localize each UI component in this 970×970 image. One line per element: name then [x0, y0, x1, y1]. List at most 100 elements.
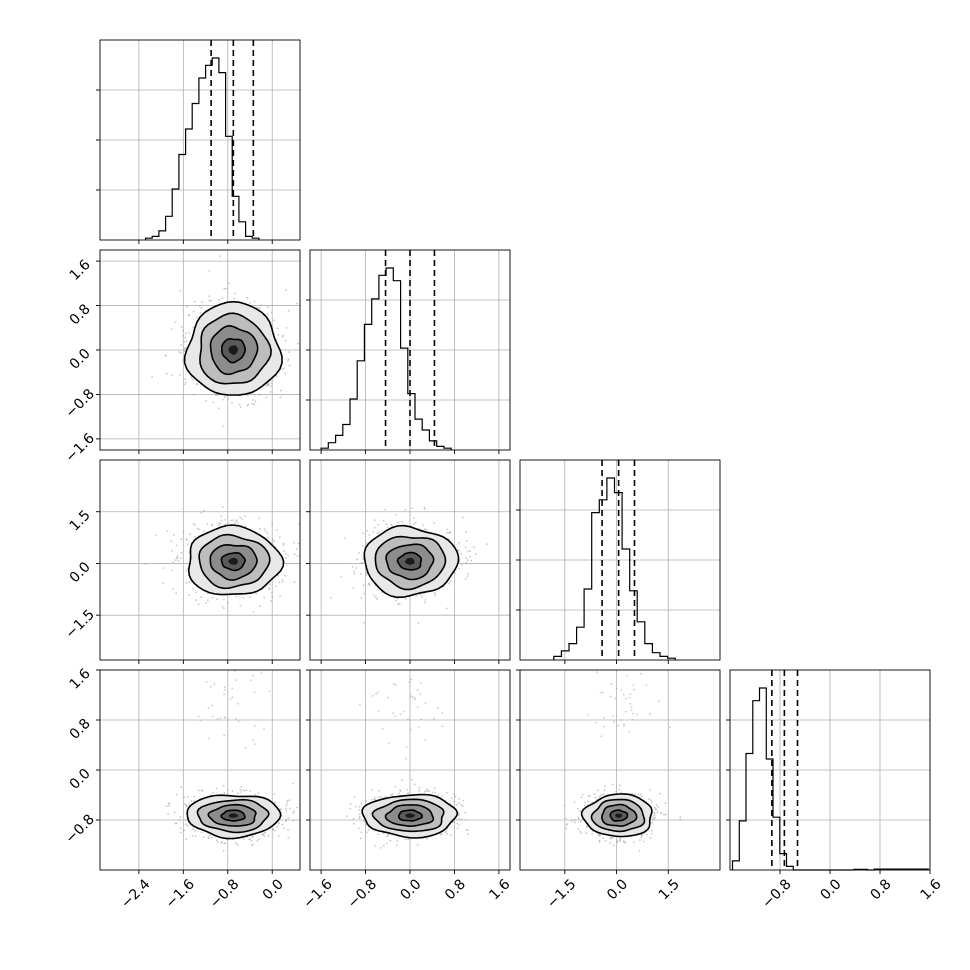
sample-point: [362, 584, 365, 587]
outlier-point: [409, 696, 412, 699]
sample-point: [272, 319, 275, 322]
sample-point: [604, 785, 606, 787]
sample-point: [282, 334, 284, 337]
sample-point: [407, 838, 409, 841]
sample-point: [602, 793, 605, 796]
contour-line: [196, 798, 270, 834]
sample-point: [460, 818, 463, 821]
sample-point: [193, 300, 196, 303]
sample-point: [458, 817, 461, 820]
sample-point: [273, 540, 275, 543]
sample-point: [283, 827, 285, 830]
sample-point: [358, 815, 361, 818]
x-tick-label: −1.6: [300, 876, 335, 911]
density-fill: [405, 557, 415, 565]
sample-point: [205, 399, 207, 402]
sample-point: [367, 829, 370, 831]
sample-point: [193, 795, 196, 798]
contour-line: [198, 533, 271, 590]
outlier-point: [211, 704, 214, 707]
sample-point: [465, 539, 468, 542]
sample-point: [162, 582, 165, 585]
sample-point: [624, 842, 627, 844]
sample-point: [267, 536, 270, 539]
sample-point: [244, 515, 247, 518]
sample-point: [180, 786, 183, 789]
sample-point: [404, 509, 407, 511]
sample-point: [390, 794, 392, 796]
sample-point: [631, 792, 633, 795]
sample-point: [221, 605, 224, 608]
sample-point: [362, 562, 365, 565]
sample-point: [179, 289, 182, 292]
sample-point: [188, 533, 191, 536]
sample-point: [276, 327, 279, 330]
sample-point: [269, 385, 272, 388]
sample-point: [195, 591, 198, 593]
sample-point: [353, 570, 355, 572]
outlier-point: [216, 718, 219, 720]
sample-point: [653, 813, 656, 816]
outlier-point: [629, 693, 632, 696]
sample-point: [425, 790, 428, 792]
contour-line: [183, 300, 283, 396]
outlier-point: [254, 725, 256, 727]
sample-point: [448, 582, 451, 585]
sample-point: [413, 516, 415, 519]
sample-point: [411, 507, 414, 510]
outlier-point: [199, 719, 202, 722]
sample-point: [293, 553, 296, 556]
sample-point: [215, 394, 217, 396]
outlier-point: [640, 672, 642, 675]
sample-point: [358, 813, 361, 816]
sample-point: [401, 779, 403, 782]
outlier-point: [229, 698, 232, 701]
x-tick-label: −1.6: [163, 876, 198, 911]
sample-point: [287, 554, 289, 557]
sample-point: [182, 829, 185, 832]
sample-point: [274, 802, 276, 804]
sample-point: [288, 309, 290, 312]
sample-point: [184, 336, 187, 339]
sample-point: [288, 364, 291, 367]
outlier-point: [626, 674, 628, 677]
sample-point: [208, 295, 211, 298]
sample-point: [249, 790, 252, 793]
contour-line: [590, 798, 646, 833]
sample-point: [414, 521, 417, 524]
sample-point: [223, 287, 226, 290]
hist-panel-0: [96, 39, 301, 241]
sample-point: [633, 841, 635, 843]
outlier-point: [413, 697, 416, 699]
sample-point: [246, 404, 249, 407]
density-fill: [228, 345, 239, 355]
sample-point: [184, 332, 187, 335]
sample-point: [180, 551, 183, 554]
sample-point: [231, 401, 233, 404]
sample-point: [639, 839, 641, 842]
sample-point: [570, 820, 573, 822]
outlier-point: [599, 691, 602, 694]
sample-point: [259, 304, 262, 307]
contour-line: [221, 337, 247, 364]
sample-point: [417, 622, 420, 625]
sample-point: [376, 598, 379, 600]
sample-point: [449, 580, 452, 583]
outlier-point: [649, 712, 651, 715]
outlier-point: [387, 696, 389, 699]
sample-point: [207, 592, 209, 595]
sample-point: [200, 511, 203, 514]
sample-point: [580, 832, 583, 835]
outlier-point: [669, 726, 671, 729]
sample-point: [287, 358, 290, 360]
sample-point: [200, 596, 203, 599]
sample-point: [284, 289, 287, 292]
sample-point: [195, 383, 198, 385]
sample-point: [601, 793, 603, 796]
sample-point: [202, 836, 205, 838]
sample-point: [234, 522, 236, 524]
sample-point: [284, 340, 287, 342]
sample-point: [211, 524, 214, 527]
sample-point: [259, 605, 261, 607]
x-tick-label: 0.0: [818, 876, 845, 903]
